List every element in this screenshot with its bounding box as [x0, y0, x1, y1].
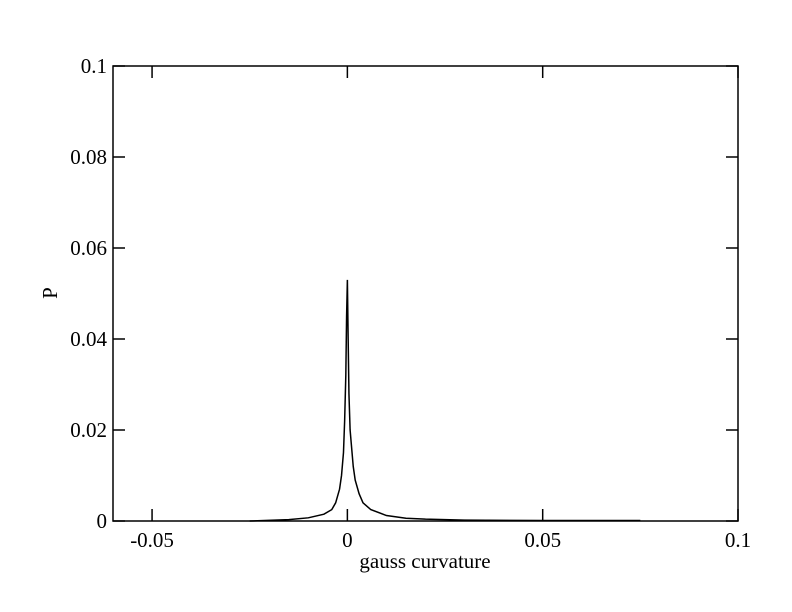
x-axis-label: gauss curvature	[359, 549, 490, 573]
x-tick-label: 0	[342, 528, 353, 552]
y-tick-label: 0.06	[70, 236, 107, 260]
x-tick-label: 0.1	[725, 528, 751, 552]
y-tick-label: 0	[97, 509, 108, 533]
x-tick-label: -0.05	[130, 528, 174, 552]
y-tick-label: 0.02	[70, 418, 107, 442]
plot-frame	[112, 65, 739, 522]
y-tick-label: 0.1	[81, 54, 107, 78]
data-line	[249, 279, 641, 522]
y-axis-label: P	[38, 287, 62, 299]
y-tick-label: 0.08	[70, 145, 107, 169]
x-tick-label: 0.05	[524, 528, 561, 552]
y-tick-label: 0.04	[70, 327, 107, 351]
